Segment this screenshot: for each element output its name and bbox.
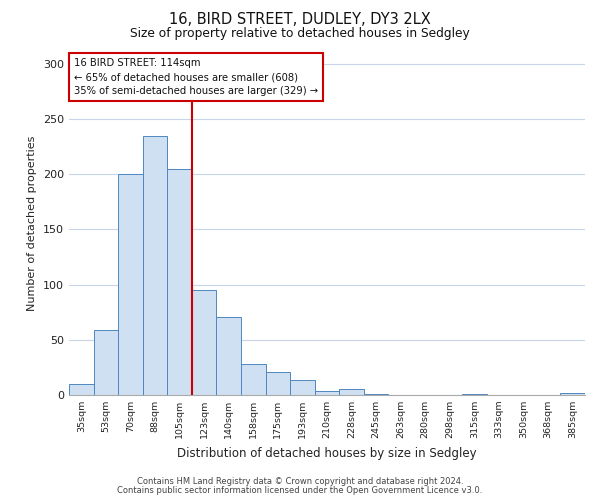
Y-axis label: Number of detached properties: Number of detached properties [28, 136, 37, 312]
Text: 16, BIRD STREET, DUDLEY, DY3 2LX: 16, BIRD STREET, DUDLEY, DY3 2LX [169, 12, 431, 28]
Bar [290, 380, 315, 395]
Bar [118, 174, 143, 395]
Bar [94, 330, 118, 395]
Text: Contains HM Land Registry data © Crown copyright and database right 2024.: Contains HM Land Registry data © Crown c… [137, 477, 463, 486]
Bar [462, 394, 487, 395]
Bar [192, 290, 217, 395]
Bar [364, 394, 388, 395]
Text: 16 BIRD STREET: 114sqm
← 65% of detached houses are smaller (608)
35% of semi-de: 16 BIRD STREET: 114sqm ← 65% of detached… [74, 58, 318, 96]
Bar [315, 390, 339, 395]
Bar [167, 168, 192, 395]
Bar [69, 384, 94, 395]
Bar [339, 390, 364, 395]
Bar [217, 316, 241, 395]
Bar [266, 372, 290, 395]
Bar [143, 136, 167, 395]
Text: Contains public sector information licensed under the Open Government Licence v3: Contains public sector information licen… [118, 486, 482, 495]
X-axis label: Distribution of detached houses by size in Sedgley: Distribution of detached houses by size … [177, 447, 477, 460]
Text: Size of property relative to detached houses in Sedgley: Size of property relative to detached ho… [130, 28, 470, 40]
Bar [560, 393, 585, 395]
Bar [241, 364, 266, 395]
